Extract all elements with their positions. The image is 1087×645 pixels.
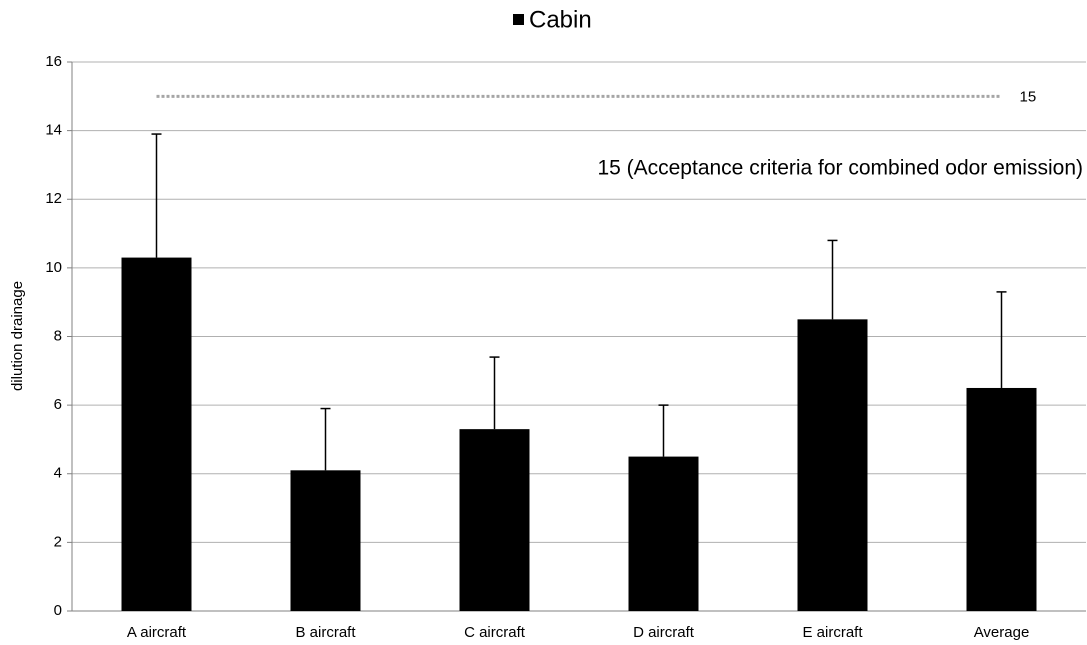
legend-swatch [513,14,524,25]
y-tick-label: 12 [45,190,62,207]
y-tick-label: 4 [54,465,62,482]
bar [290,470,361,611]
y-tick-label: 6 [54,396,62,413]
y-tick-label: 8 [54,327,62,344]
x-tick-label: C aircraft [464,624,526,641]
x-tick-label: E aircraft [802,624,863,641]
y-axis-label: dilution drainage [9,281,26,391]
x-tick-label: A aircraft [127,624,187,641]
reference-label: 15 [1020,88,1037,105]
x-tick-label: D aircraft [633,624,695,641]
y-tick-label: 0 [54,602,62,619]
legend-label: Cabin [529,6,592,33]
x-tick-label: B aircraft [295,624,356,641]
bar [797,319,868,611]
bar [628,456,699,611]
bar [459,429,530,611]
bar [121,257,192,611]
y-tick-label: 10 [45,259,62,276]
y-tick-label: 14 [45,122,62,139]
annotation: 15 (Acceptance criteria for combined odo… [597,157,1083,180]
y-tick-label: 2 [54,533,62,550]
x-tick-label: Average [974,624,1030,641]
bar [966,387,1037,611]
y-tick-label: 16 [45,53,62,70]
